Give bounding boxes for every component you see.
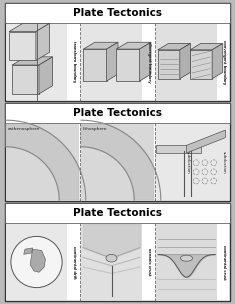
Ellipse shape xyxy=(106,254,117,262)
Bar xyxy=(5,3,230,23)
Circle shape xyxy=(11,237,62,288)
Bar xyxy=(5,3,230,101)
Text: oceanic crust: oceanic crust xyxy=(147,248,151,276)
Bar xyxy=(6,24,67,100)
Polygon shape xyxy=(190,43,223,50)
Polygon shape xyxy=(9,32,36,60)
Bar xyxy=(6,124,79,200)
Text: oceanic crust: oceanic crust xyxy=(147,248,151,276)
Polygon shape xyxy=(116,42,151,49)
Text: Plate Tectonics: Plate Tectonics xyxy=(73,8,162,18)
Text: Plate Tectonics: Plate Tectonics xyxy=(73,208,162,218)
Bar xyxy=(81,224,142,300)
Text: subduction: subduction xyxy=(185,150,189,173)
Bar xyxy=(5,103,230,123)
Polygon shape xyxy=(180,43,190,79)
Text: continental crust: continental crust xyxy=(222,245,226,279)
Bar xyxy=(81,24,142,100)
Text: divergent boundary: divergent boundary xyxy=(147,42,151,82)
Polygon shape xyxy=(140,42,151,81)
Bar xyxy=(5,103,230,201)
Polygon shape xyxy=(107,42,118,81)
Text: asthenosphere: asthenosphere xyxy=(8,127,40,131)
Polygon shape xyxy=(158,50,180,79)
Polygon shape xyxy=(9,23,50,32)
Bar xyxy=(81,124,154,200)
Text: subduction: subduction xyxy=(222,150,226,173)
Text: convergent boundary: convergent boundary xyxy=(222,40,226,84)
Ellipse shape xyxy=(180,255,193,261)
Polygon shape xyxy=(30,249,45,272)
Polygon shape xyxy=(83,42,118,49)
Bar xyxy=(156,124,229,200)
Bar xyxy=(156,124,229,200)
Polygon shape xyxy=(156,145,201,153)
Polygon shape xyxy=(24,248,33,254)
Text: lithosphere: lithosphere xyxy=(83,127,107,131)
Text: transform boundary: transform boundary xyxy=(72,41,76,83)
Text: continental drift: continental drift xyxy=(72,246,76,278)
Text: divergent boundary: divergent boundary xyxy=(147,42,151,82)
Polygon shape xyxy=(36,23,50,60)
Polygon shape xyxy=(39,57,53,94)
Polygon shape xyxy=(12,57,53,65)
Bar xyxy=(6,224,67,300)
Polygon shape xyxy=(6,124,79,200)
Bar xyxy=(5,203,230,223)
Polygon shape xyxy=(12,65,39,94)
Text: continental drift: continental drift xyxy=(72,246,76,278)
Polygon shape xyxy=(190,50,212,79)
Bar xyxy=(156,24,217,100)
Polygon shape xyxy=(83,49,107,81)
Text: transform boundary: transform boundary xyxy=(72,41,76,83)
Polygon shape xyxy=(158,43,190,50)
Bar xyxy=(5,203,230,301)
Polygon shape xyxy=(212,43,223,79)
Text: convergent boundary: convergent boundary xyxy=(222,40,226,84)
Polygon shape xyxy=(187,130,225,153)
Polygon shape xyxy=(81,124,154,200)
Text: Plate Tectonics: Plate Tectonics xyxy=(73,108,162,118)
Polygon shape xyxy=(116,49,140,81)
Text: continental crust: continental crust xyxy=(222,245,226,279)
Bar xyxy=(156,224,217,300)
